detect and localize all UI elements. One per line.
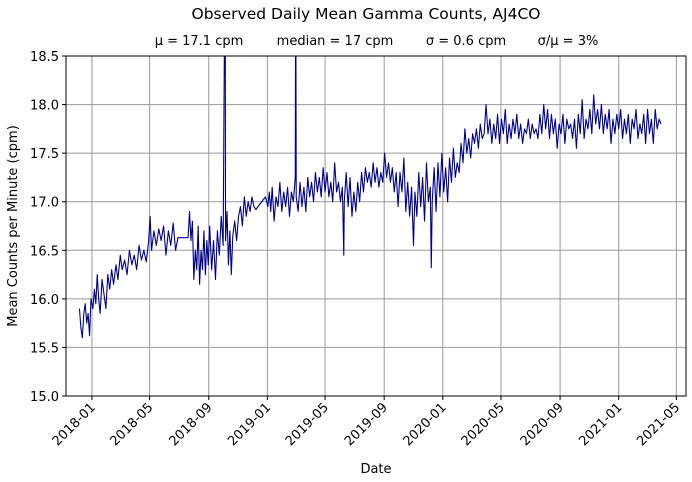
x-tick-label: 2020-05 xyxy=(459,400,508,449)
chart-title: Observed Daily Mean Gamma Counts, AJ4CO xyxy=(192,5,541,23)
x-tick-label: 2018-05 xyxy=(107,400,156,449)
x-tick-label: 2021-01 xyxy=(577,400,626,449)
y-tick-label: 17.5 xyxy=(30,147,59,162)
y-axis-label: Mean Counts per Minute (cpm) xyxy=(6,125,21,327)
y-tick-label: 15.0 xyxy=(30,390,59,405)
plot-frame xyxy=(65,55,687,397)
x-tick-label: 2020-09 xyxy=(518,400,567,449)
x-tick-label: 2021-05 xyxy=(634,400,683,449)
ticks: 2018-01 2018-05 2018-09 2019-01 2019-05 2019-… xyxy=(30,50,683,449)
x-tick-label: 2019-09 xyxy=(342,400,391,449)
y-tick-label: 17.0 xyxy=(30,196,59,211)
series xyxy=(78,56,662,339)
x-tick-label: 2020-01 xyxy=(401,400,450,449)
x-tick-label: 2019-05 xyxy=(283,400,332,449)
subtitle-mean: μ = 17.1 cpm xyxy=(155,34,244,49)
subtitle-median: median = 17 cpm xyxy=(277,34,394,49)
series-line xyxy=(78,56,662,339)
subtitle-sigma: σ = 0.6 cpm xyxy=(426,34,506,49)
subtitle-cv: σ/μ = 3% xyxy=(538,34,599,49)
y-tick-label: 18.5 xyxy=(30,50,59,65)
x-axis-label: Date xyxy=(360,462,391,477)
x-tick-label: 2018-01 xyxy=(50,400,99,449)
y-tick-label: 16.5 xyxy=(30,244,59,259)
x-tick-label: 2019-01 xyxy=(225,400,274,449)
x-tick-label: 2018-09 xyxy=(167,400,216,449)
y-tick-label: 15.5 xyxy=(30,341,59,356)
y-tick-label: 16.0 xyxy=(30,293,59,308)
y-tick-label: 18.0 xyxy=(30,99,59,114)
